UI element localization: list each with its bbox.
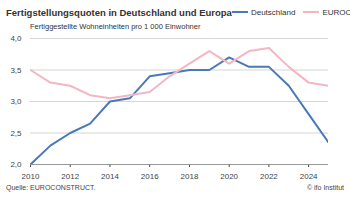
svg-text:2016: 2016 [141, 172, 159, 181]
html-text:© ifo Institut: © ifo Institut [306, 184, 344, 191]
svg-text:2018: 2018 [181, 172, 199, 181]
svg-text:2,5: 2,5 [10, 129, 22, 138]
html-text:Fertigstellungsquoten in Deuts: Fertigstellungsquoten in Deutschland und… [6, 6, 232, 18]
html-text:Deutschland: Deutschland [250, 7, 296, 17]
svg-text:2012: 2012 [61, 172, 79, 181]
svg-text:2020: 2020 [220, 172, 238, 181]
svg-text:3,5: 3,5 [10, 66, 22, 75]
html-text:Fertiggestellte Wohneinheiten: Fertiggestellte Wohneinheiten pro 1 000 … [30, 22, 201, 31]
svg-text:2014: 2014 [101, 172, 119, 181]
svg-text:2022: 2022 [260, 172, 278, 181]
svg-text:4,0: 4,0 [10, 34, 22, 43]
svg-text:2,0: 2,0 [10, 160, 22, 169]
svg-text:3,0: 3,0 [10, 97, 22, 106]
svg-text:2010: 2010 [22, 172, 40, 181]
html-text:Quelle: EUROCONSTRUCT.: Quelle: EUROCONSTRUCT. [6, 184, 96, 191]
svg-text:2024: 2024 [300, 172, 318, 181]
